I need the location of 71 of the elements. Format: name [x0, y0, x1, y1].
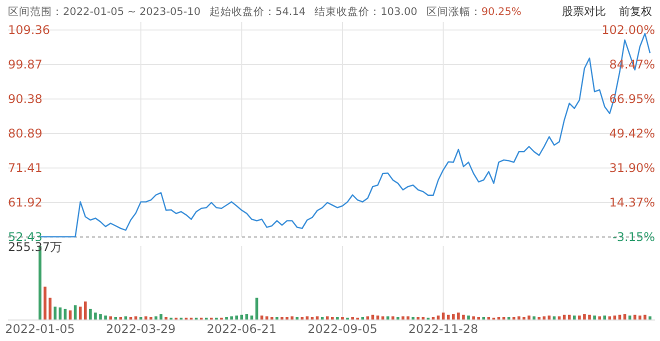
y2-tick-label: 14.37%	[609, 196, 655, 210]
bar	[164, 317, 168, 320]
bar	[89, 308, 92, 320]
bar	[235, 316, 238, 320]
bar	[477, 317, 480, 320]
bar	[482, 317, 486, 320]
bar	[422, 317, 425, 320]
bar	[286, 317, 288, 320]
bar	[44, 286, 46, 320]
bar	[276, 317, 278, 320]
bar	[638, 316, 642, 320]
bar	[462, 314, 465, 320]
bar	[351, 317, 354, 320]
y2-tick-label: -3.15%	[612, 230, 655, 244]
bar	[225, 317, 228, 320]
chart-title: 区间范围：2022-01-05 ~ 2023-05-10	[8, 5, 201, 18]
bar	[457, 312, 460, 320]
bar	[583, 314, 586, 320]
bar	[538, 317, 540, 320]
bar	[593, 316, 596, 320]
y2-tick-label: 49.42%	[609, 126, 655, 141]
bar	[160, 314, 162, 320]
x-tick-label: 2022-03-29	[106, 322, 176, 336]
bar	[588, 314, 591, 320]
bar	[578, 316, 581, 320]
x-tick-label: 2022-06-21	[206, 322, 277, 336]
x-tick-label: 2022-09-05	[308, 322, 378, 336]
bar	[104, 316, 107, 320]
bar	[99, 314, 102, 320]
bar	[330, 317, 334, 320]
y-tick-label: 109.36	[8, 23, 50, 38]
bar	[522, 317, 526, 320]
x-tick-label: 2022-01-05	[5, 322, 75, 336]
y-tick-label: 80.89	[8, 126, 42, 141]
text: 结束收盘价：103.00	[314, 5, 418, 18]
bar	[114, 317, 118, 320]
y-tick-label: 71.41	[8, 161, 42, 176]
text: 起始收盘价：54.14	[210, 6, 306, 18]
bar	[528, 316, 530, 320]
x-tick-label: 2022-11-28	[408, 322, 478, 336]
y-tick-label: 61.92	[8, 196, 42, 210]
bar	[341, 317, 344, 320]
y-tick-label: 90.38	[8, 92, 42, 106]
text: 股票对比	[562, 5, 606, 18]
y-tick-label: 99.87	[8, 58, 42, 72]
bar	[296, 317, 299, 320]
bar	[300, 317, 304, 320]
bar	[48, 298, 52, 320]
bar	[361, 317, 364, 320]
bar	[280, 317, 284, 320]
y2-tick-label: 31.90%	[609, 161, 655, 176]
bar	[603, 316, 606, 320]
bar	[512, 317, 516, 320]
annotation: 255.37万	[8, 240, 62, 254]
bar	[94, 312, 97, 320]
bar	[572, 316, 576, 320]
bar	[270, 317, 274, 320]
text: 前复权	[619, 5, 652, 18]
bar	[150, 317, 152, 320]
bar	[412, 317, 414, 320]
bar	[467, 316, 470, 320]
bar	[396, 317, 400, 320]
bar	[644, 314, 646, 320]
bar	[54, 306, 57, 320]
bar	[84, 302, 87, 320]
bar	[452, 314, 455, 320]
text: 区间涨幅：90.25%	[426, 6, 522, 18]
bar	[336, 317, 339, 320]
y2-tick-label: 102.00%	[602, 23, 655, 38]
bar	[633, 314, 636, 320]
bar	[416, 317, 420, 320]
